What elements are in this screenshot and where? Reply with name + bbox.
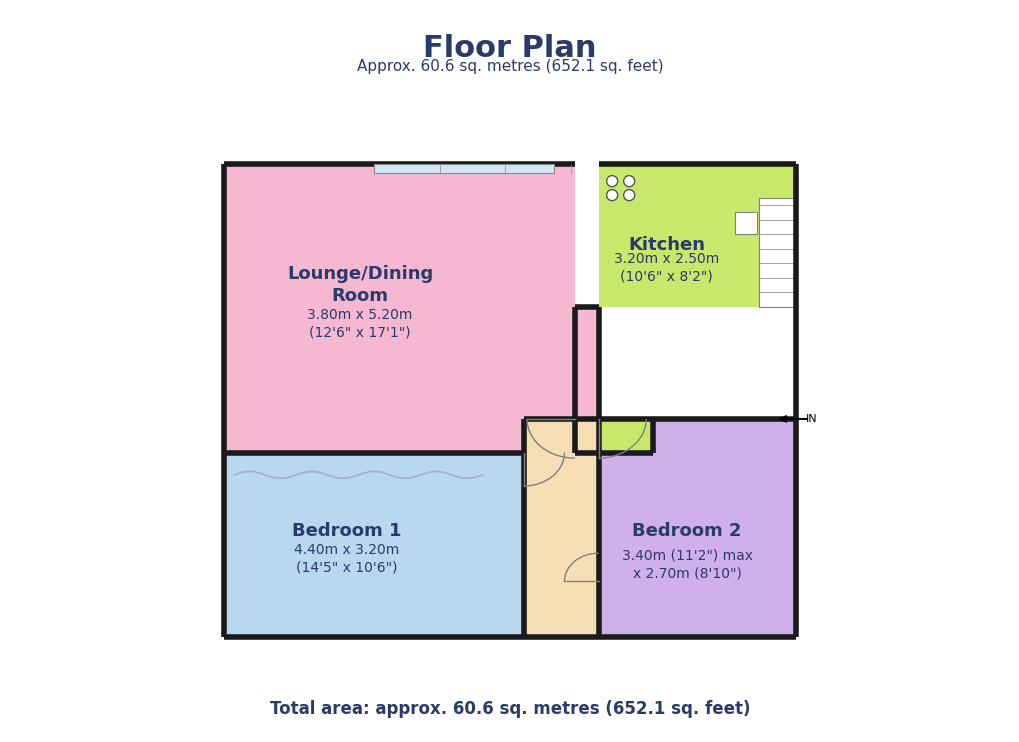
Text: Kitchen: Kitchen xyxy=(628,237,704,255)
Circle shape xyxy=(623,190,634,200)
Text: IN: IN xyxy=(805,414,817,424)
Circle shape xyxy=(606,176,618,187)
Text: 3.80m x 5.20m
(12'6" x 17'1"): 3.80m x 5.20m (12'6" x 17'1") xyxy=(307,308,413,340)
Bar xyxy=(373,165,553,173)
Text: Total area: approx. 60.6 sq. metres (652.1 sq. feet): Total area: approx. 60.6 sq. metres (652… xyxy=(269,700,750,718)
Polygon shape xyxy=(598,165,795,307)
Text: Tristram's: Tristram's xyxy=(308,463,711,532)
Text: 4.40m x 3.20m
(14'5" x 10'6"): 4.40m x 3.20m (14'5" x 10'6") xyxy=(293,543,398,574)
Text: Sales and Lettings: Sales and Lettings xyxy=(343,548,676,582)
Text: Bedroom 1: Bedroom 1 xyxy=(291,522,400,540)
Circle shape xyxy=(623,176,634,187)
Text: 3.20m x 2.50m
(10'6" x 8'2"): 3.20m x 2.50m (10'6" x 8'2") xyxy=(613,252,718,283)
Polygon shape xyxy=(598,419,795,637)
Text: Lounge/Dining
Room: Lounge/Dining Room xyxy=(286,265,433,305)
Polygon shape xyxy=(598,419,652,453)
Polygon shape xyxy=(224,453,523,637)
Text: Floor Plan: Floor Plan xyxy=(423,33,596,63)
Text: Bedroom 2: Bedroom 2 xyxy=(632,522,741,540)
Text: 3.40m (11'2") max
x 2.70m (8'10"): 3.40m (11'2") max x 2.70m (8'10") xyxy=(621,549,752,580)
Bar xyxy=(734,212,756,234)
Polygon shape xyxy=(523,307,598,419)
Circle shape xyxy=(606,190,618,200)
Polygon shape xyxy=(224,165,574,453)
Bar xyxy=(758,198,795,307)
Text: Approx. 60.6 sq. metres (652.1 sq. feet): Approx. 60.6 sq. metres (652.1 sq. feet) xyxy=(357,59,662,74)
Polygon shape xyxy=(523,419,598,637)
